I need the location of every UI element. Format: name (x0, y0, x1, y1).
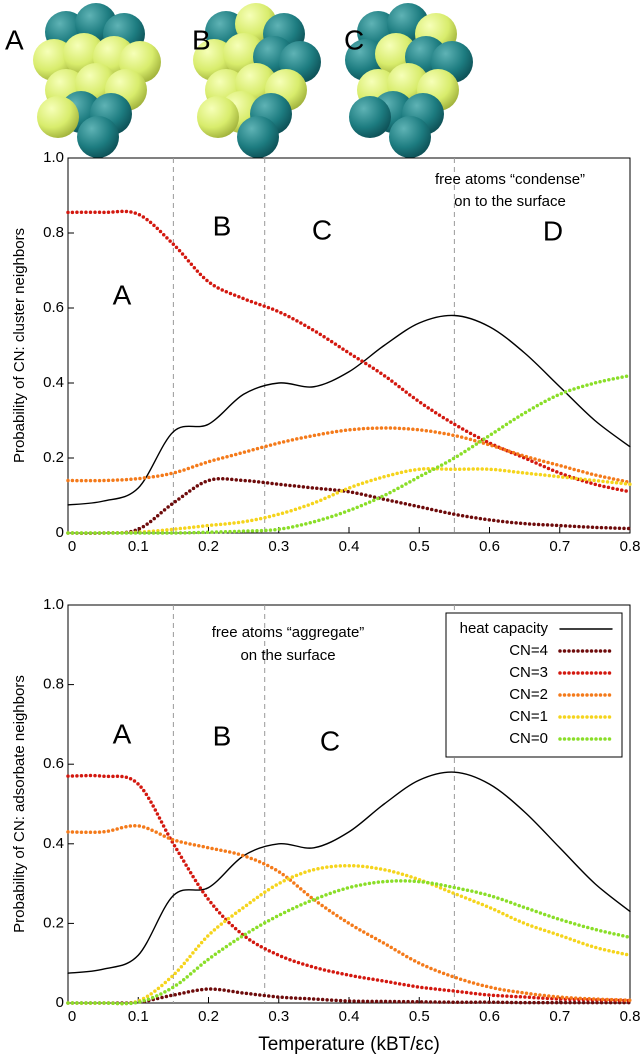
y-tick-label: 0.8 (43, 224, 64, 241)
x-tick-label: 0.2 (198, 1008, 219, 1025)
y-tick-label: 0.6 (43, 299, 64, 316)
y-axis-label: Probability of CN: adsorbate neighbors (11, 675, 28, 933)
y-tick-label: 0.2 (43, 914, 64, 931)
annotation: on to the surface (454, 193, 566, 210)
atom (237, 116, 279, 158)
x-tick-label: 0.5 (409, 538, 430, 555)
region-label: B (213, 210, 232, 241)
series-line (66, 466, 632, 535)
x-tick-label: 0.7 (549, 1008, 570, 1025)
series-line (66, 373, 632, 535)
legend-label: CN=2 (509, 686, 548, 703)
plot: 0 0.2 0.4 0.6 0.8 1.0 0 0.1 0.2 0.3 0.4 0.5 0.6 0.7 0.… (11, 149, 640, 555)
y-tick-label: 0.4 (43, 835, 64, 852)
panel-label: A (5, 24, 24, 55)
atom (37, 96, 79, 138)
series-line (66, 426, 632, 485)
x-tick-label: 0 (68, 538, 76, 555)
y-tick-label: 0.6 (43, 755, 64, 772)
region-label: D (543, 215, 563, 246)
series-line (66, 879, 632, 1006)
legend-box (445, 612, 623, 758)
y-tick-label: 0 (56, 524, 64, 541)
legend: heat capacity CN=4 CN=3 CN=2 CN=1 CN=0 (445, 612, 623, 758)
legend-label: heat capacity (460, 620, 549, 637)
x-tick-label: 0.1 (128, 538, 149, 555)
x-tick-label: 0.4 (339, 538, 360, 555)
x-tick-label: 0.4 (339, 1008, 360, 1025)
atom (77, 116, 119, 158)
x-tick-label: 0.2 (198, 538, 219, 555)
series-line (67, 771, 631, 974)
atom (349, 96, 391, 138)
x-tick-label: 0.3 (268, 1008, 289, 1025)
series-line (66, 863, 632, 1006)
y-tick-label: 1.0 (43, 596, 64, 613)
annotation: on the surface (240, 647, 335, 664)
x-tick-label: 0.1 (128, 1008, 149, 1025)
region-label: A (113, 279, 132, 310)
x-axis-label: Temperature (kBT/εc) (258, 1034, 440, 1055)
x-tick-label: 0.5 (409, 1008, 430, 1025)
region-label: B (213, 720, 232, 751)
x-tick-label: 0.8 (620, 538, 641, 555)
legend-label: CN=4 (509, 642, 548, 659)
legend-label: CN=0 (509, 730, 548, 747)
series-line (66, 773, 632, 1003)
legend-label: CN=3 (509, 664, 548, 681)
legend-label: CN=1 (509, 708, 548, 725)
x-tick-label: 0.3 (268, 538, 289, 555)
x-tick-label: 0.8 (620, 1008, 641, 1025)
y-tick-label: 0.2 (43, 449, 64, 466)
x-tick-label: 0.6 (479, 538, 500, 555)
atom (389, 116, 431, 158)
series-line (66, 476, 632, 536)
atom (197, 96, 239, 138)
panel-label: B (192, 24, 211, 55)
panel-label: C (344, 24, 364, 55)
cluster-images (33, 3, 473, 158)
x-tick-label: 0 (68, 1008, 76, 1025)
y-axis-label: Probability of CN: cluster neighbors (11, 228, 28, 463)
annotation: free atoms “condense” (435, 171, 585, 188)
y-tick-label: 0.8 (43, 676, 64, 693)
region-label: C (312, 214, 332, 245)
y-tick-label: 0.4 (43, 374, 64, 391)
y-tick-label: 1.0 (43, 149, 64, 166)
series-line (67, 314, 631, 506)
y-tick-label: 0 (56, 994, 64, 1011)
series-line (66, 209, 632, 494)
series-line (66, 823, 632, 1002)
series-line (66, 987, 632, 1005)
x-tick-label: 0.6 (479, 1008, 500, 1025)
annotation: free atoms “aggregate” (212, 624, 365, 641)
region-label: A (113, 718, 132, 749)
x-tick-label: 0.7 (549, 538, 570, 555)
region-label: C (320, 725, 340, 756)
plot: 0 0.2 0.4 0.6 0.8 1.0 0 0.1 0.2 0.3 0.4 0.5 0.6 0.7 0.… (11, 596, 640, 1055)
